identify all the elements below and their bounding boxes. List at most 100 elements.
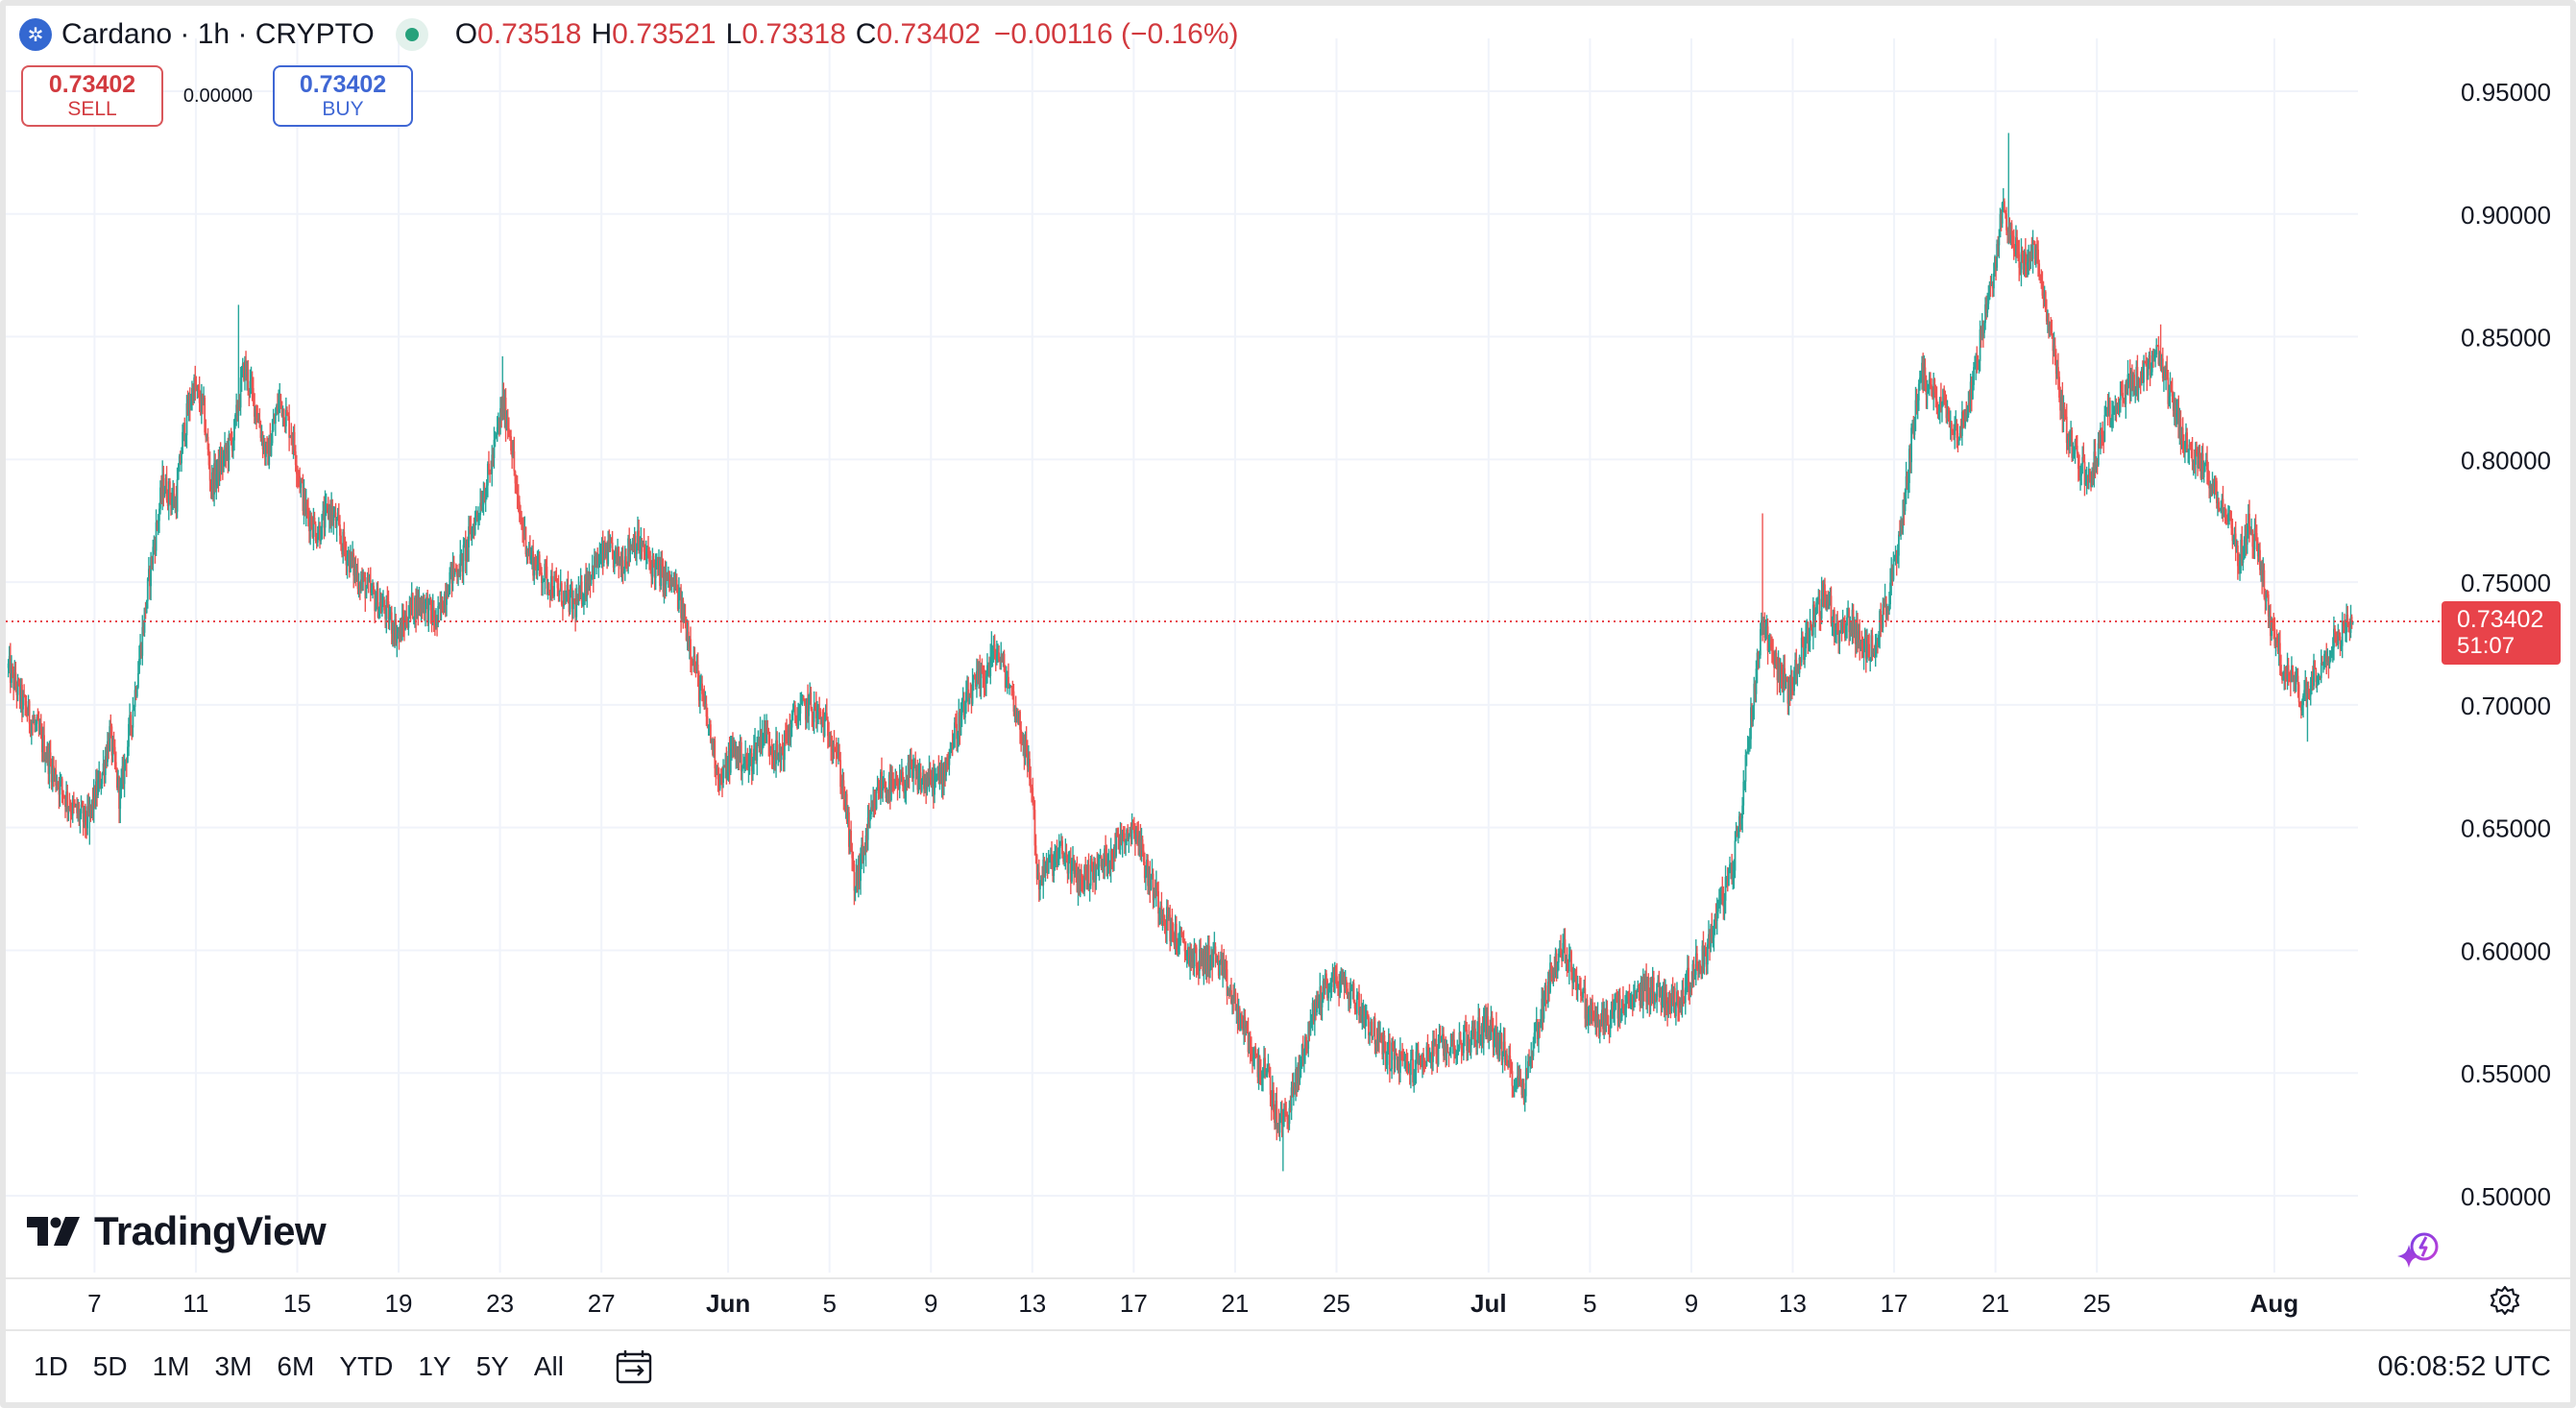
range-ytd-button[interactable]: YTD xyxy=(339,1351,394,1381)
candle-body xyxy=(1122,831,1125,834)
candle-body xyxy=(272,422,275,431)
candle-body xyxy=(1743,781,1746,783)
candle-body xyxy=(1883,595,1886,606)
candle-body xyxy=(1671,988,1674,999)
candle-body xyxy=(255,405,257,418)
candle-body xyxy=(553,575,556,597)
calendar-range-icon[interactable] xyxy=(615,1347,653,1386)
candle-body xyxy=(787,739,790,743)
candle-body xyxy=(145,600,148,614)
candle-body xyxy=(1517,1076,1519,1085)
candle-body xyxy=(1201,951,1203,958)
candle-body xyxy=(991,655,994,657)
candle-body xyxy=(872,799,875,812)
candle-body xyxy=(2095,460,2098,471)
candle-body xyxy=(733,743,735,749)
sell-button[interactable]: 0.73402 SELL xyxy=(21,65,163,127)
sparkle-icon[interactable] xyxy=(2395,1224,2440,1268)
candle-body xyxy=(1158,910,1161,914)
candle-body xyxy=(686,631,689,641)
market-status-icon[interactable] xyxy=(395,18,428,51)
candle-body xyxy=(1899,534,1901,536)
candle-body xyxy=(2135,367,2138,391)
candle-body xyxy=(2116,402,2119,410)
candle-body xyxy=(1801,637,1804,644)
candle-body xyxy=(1932,378,1935,399)
candle-body xyxy=(2160,358,2163,369)
candle-body xyxy=(1657,980,1660,984)
candle-body xyxy=(1021,737,1024,744)
candle-body xyxy=(1312,1003,1315,1022)
candle-body xyxy=(2049,325,2052,327)
candle-body xyxy=(1027,758,1030,767)
candle-body xyxy=(1472,1028,1475,1037)
candle-body xyxy=(2280,664,2282,676)
candle-body xyxy=(1056,851,1058,862)
candle-body xyxy=(1425,1046,1428,1067)
candle-body xyxy=(2089,469,2091,478)
candle-body xyxy=(532,550,535,576)
candle-body xyxy=(150,557,152,587)
range-1d-button[interactable]: 1D xyxy=(34,1351,68,1381)
candle-body xyxy=(1193,944,1196,969)
gear-icon[interactable] xyxy=(2488,1283,2522,1318)
range-3m-button[interactable]: 3M xyxy=(214,1351,253,1381)
candle-body xyxy=(1482,1020,1485,1044)
candle-body xyxy=(167,481,170,506)
range-6m-button[interactable]: 6M xyxy=(277,1351,315,1381)
candle-body xyxy=(1797,669,1800,673)
candle-body xyxy=(1896,555,1899,563)
candle-body xyxy=(390,612,393,634)
candle-body xyxy=(1191,950,1194,962)
range-5d-button[interactable]: 5D xyxy=(92,1351,128,1381)
candle-body xyxy=(126,746,129,763)
range-1y-button[interactable]: 1Y xyxy=(418,1351,451,1381)
candle-body xyxy=(1825,595,1827,609)
candle-body xyxy=(1849,629,1852,633)
candle-body xyxy=(151,557,154,565)
candle-body xyxy=(1309,1023,1312,1036)
candle-body xyxy=(1559,948,1561,954)
tradingview-logo[interactable]: TradingView xyxy=(27,1208,327,1254)
utc-clock[interactable]: 06:08:52 UTC xyxy=(2377,1350,2551,1382)
candle-body xyxy=(1782,673,1784,692)
candle-body xyxy=(1704,946,1707,949)
candle-body xyxy=(2282,679,2285,681)
candle-body xyxy=(388,617,391,623)
candle-body xyxy=(1077,873,1080,892)
range-5y-button[interactable]: 5Y xyxy=(475,1351,509,1381)
candle-body xyxy=(628,538,631,554)
cardano-icon[interactable]: ✲ xyxy=(19,18,52,51)
candle-body xyxy=(1340,977,1343,982)
candle-body xyxy=(1750,707,1752,740)
candle-body xyxy=(2009,223,2012,242)
time-axis[interactable]: 7 11 15 19 23 27 Jun 5 9 13 17 21 25 Jul 5 9 13 17 21 25 Aug xyxy=(6,1277,2570,1318)
candle-body xyxy=(2346,614,2349,625)
candle-body xyxy=(1836,623,1839,631)
candle-body xyxy=(1050,855,1052,857)
range-1m-button[interactable]: 1M xyxy=(152,1351,190,1381)
candle-body xyxy=(743,763,745,765)
buy-button[interactable]: 0.73402 BUY xyxy=(273,65,413,127)
candle-body xyxy=(586,581,589,596)
candle-body xyxy=(437,606,440,624)
candle-body xyxy=(427,598,430,623)
candle-body xyxy=(976,670,978,687)
candle-body xyxy=(1199,949,1201,971)
candle-body xyxy=(882,788,884,790)
symbol-title[interactable]: Cardano · 1h · CRYPTO xyxy=(61,18,375,50)
candle-body xyxy=(1561,954,1564,961)
candle-body xyxy=(1548,982,1550,993)
candle-body xyxy=(2259,549,2261,570)
candle-body xyxy=(26,713,29,716)
candle-body xyxy=(347,552,350,557)
candle-body xyxy=(283,425,286,427)
candle-body xyxy=(241,363,244,375)
price-axis[interactable]: 0.500000.550000.600000.650000.700000.750… xyxy=(2461,78,2551,1211)
candle-body xyxy=(2167,377,2170,404)
candle-body xyxy=(801,695,804,704)
range-all-button[interactable]: All xyxy=(533,1351,564,1381)
candle-body xyxy=(769,747,772,752)
candle-body xyxy=(159,487,161,509)
